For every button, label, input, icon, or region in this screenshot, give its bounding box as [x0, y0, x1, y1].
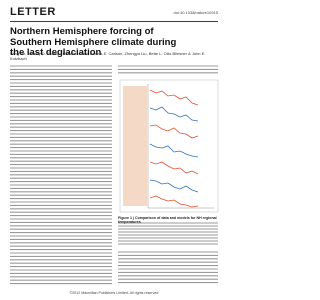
article-title: Northern Hemisphere forcing of Southern …: [10, 26, 177, 58]
section-label: LETTER: [10, 6, 56, 18]
figure: [119, 79, 219, 213]
figure-caption: Figure 1 | Comparison of data and models…: [118, 216, 217, 224]
doi: doi:10.1038/nature10915: [173, 10, 218, 15]
authors: Feng He, Jeremy D. Shakun, Peter U. Clar…: [10, 51, 206, 61]
header-rule: [10, 21, 218, 22]
text-lines: [10, 65, 219, 285]
page: LETTER doi:10.1038/nature10915 Northern …: [10, 6, 219, 295]
copyright: ©2012 Macmillan Publishers Limited. All …: [69, 291, 159, 295]
